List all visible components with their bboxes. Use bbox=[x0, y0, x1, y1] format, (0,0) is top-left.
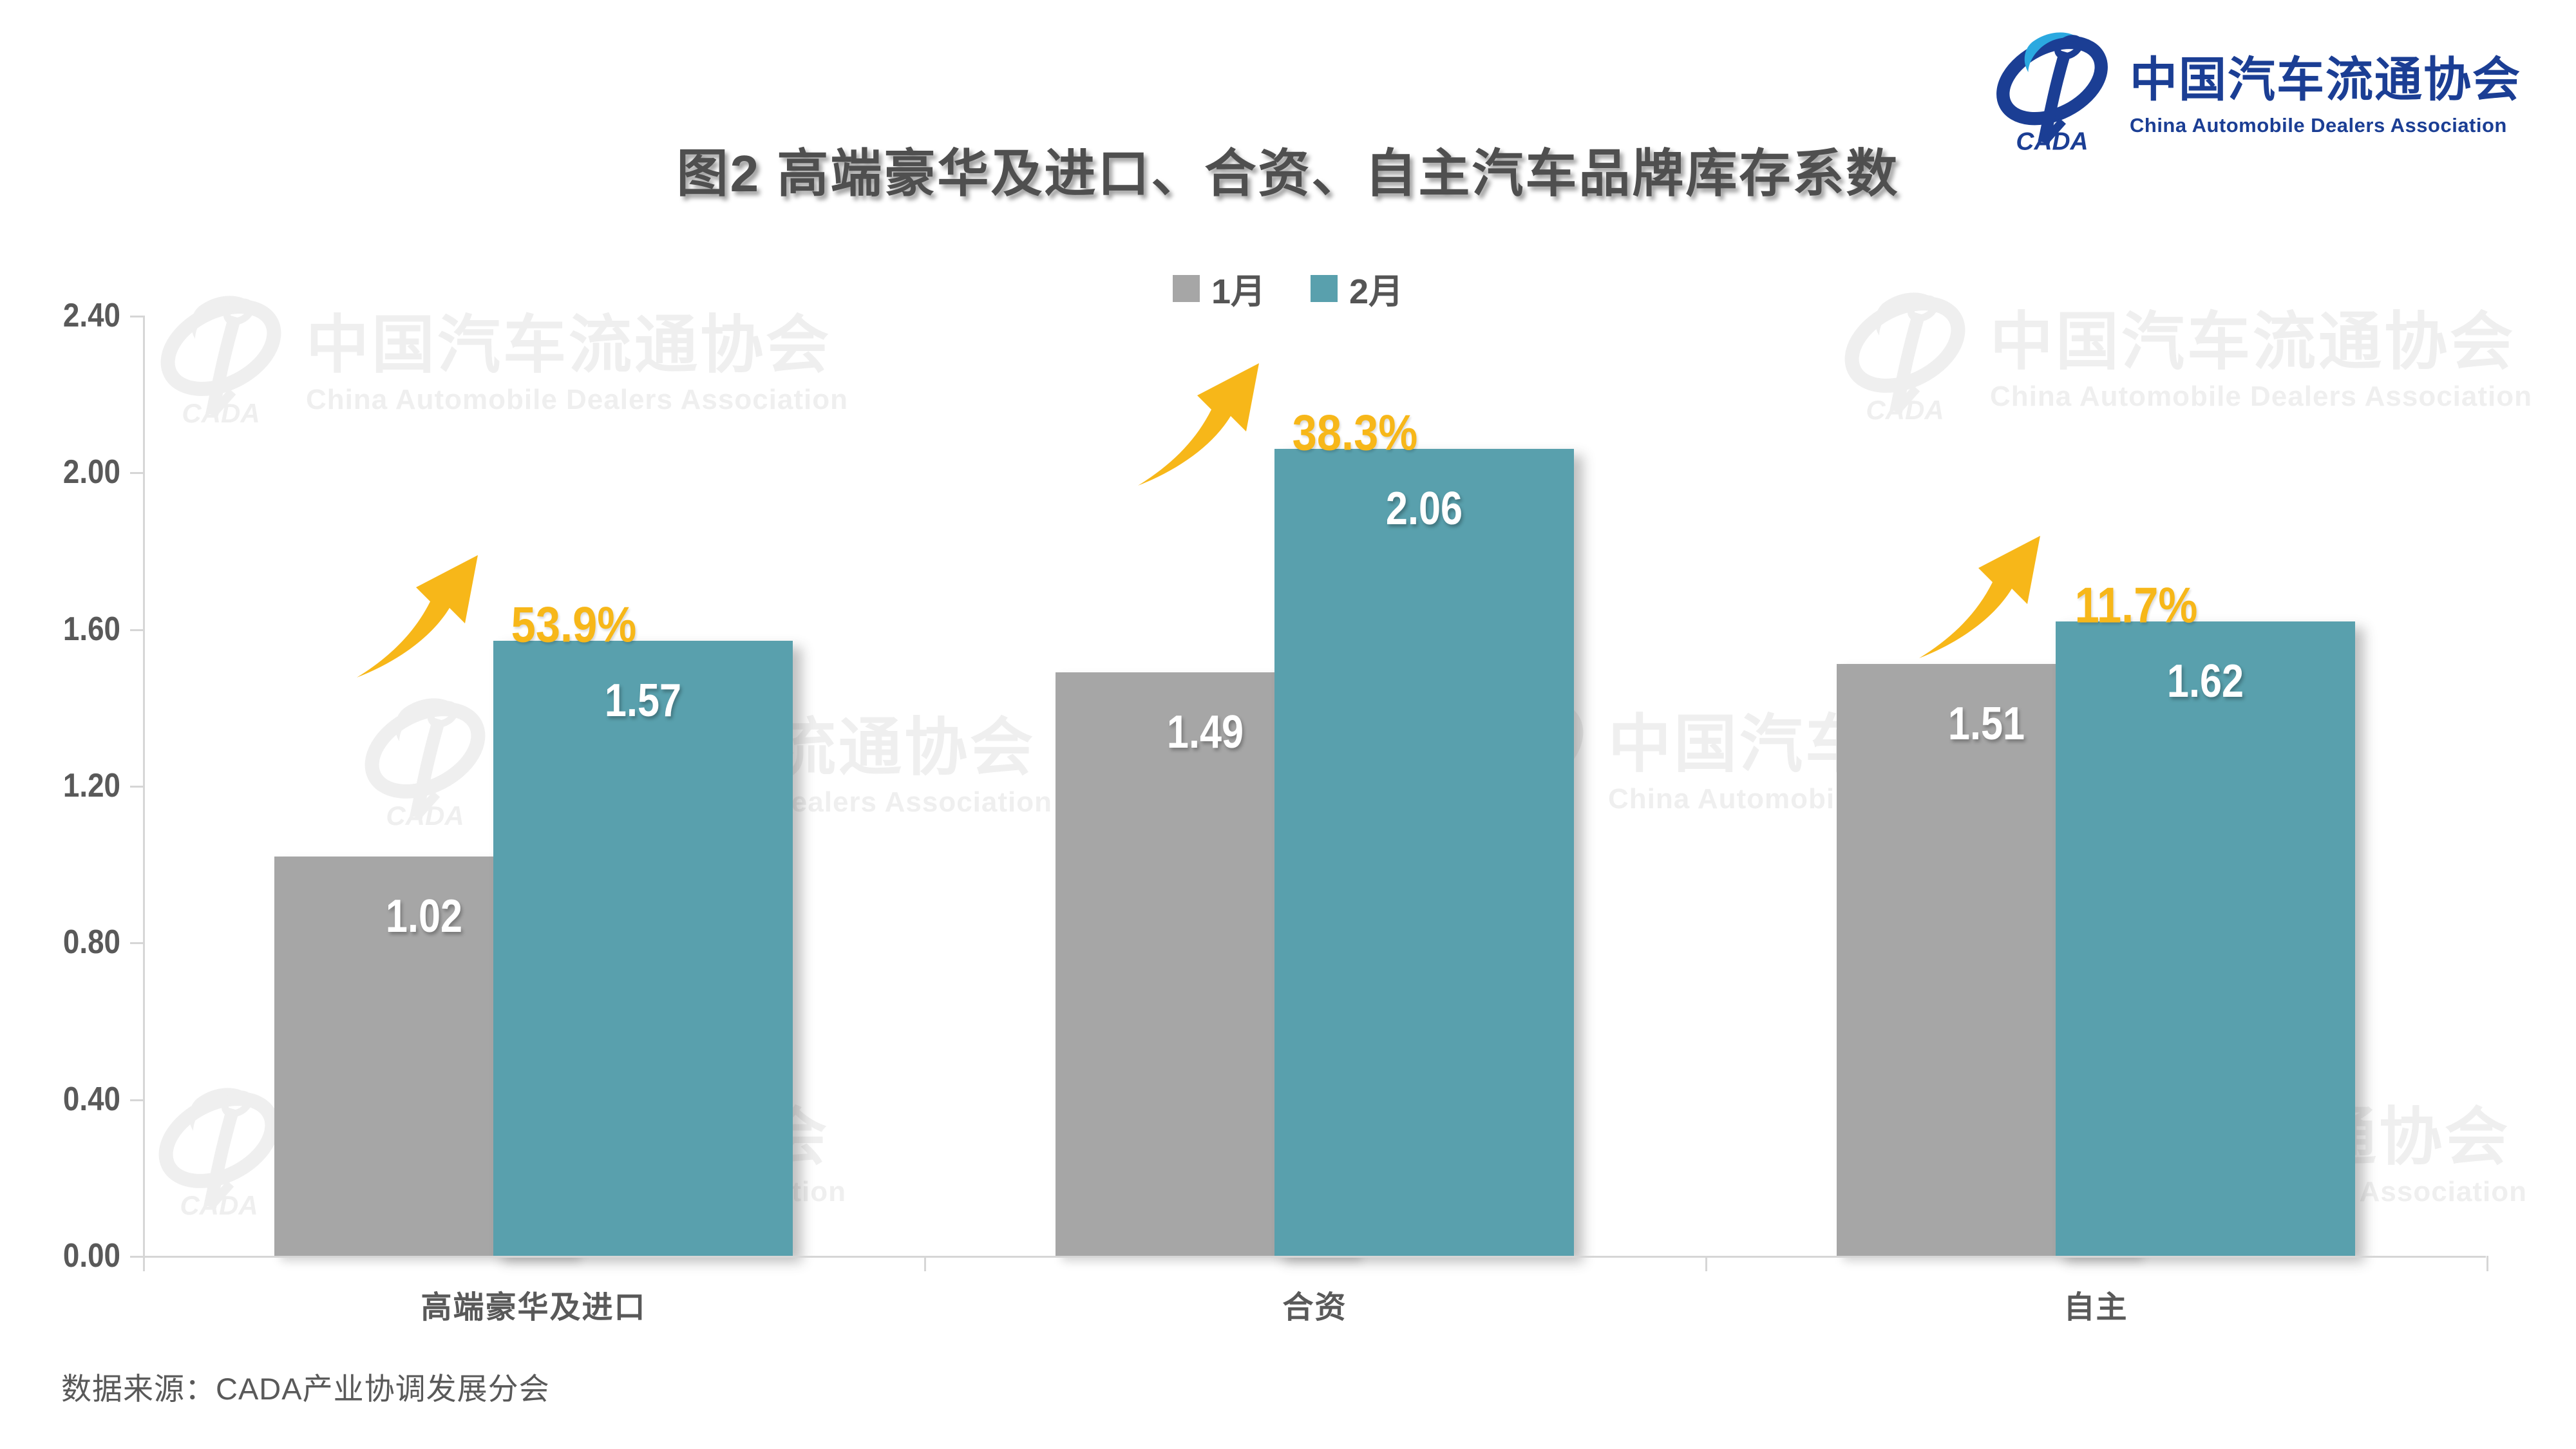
cada-logo-name-cn: 中国汽车流通协会 bbox=[2130, 53, 2521, 107]
chart-title: 图2 高端豪华及进口、合资、自主汽车品牌库存系数 bbox=[676, 145, 1900, 202]
y-axis-tick bbox=[130, 786, 143, 788]
y-axis-tick-label: 0.80 bbox=[62, 923, 120, 961]
category-label-高端豪华及进口: 高端豪华及进口 bbox=[421, 1291, 647, 1325]
svg-text:CADA: CADA bbox=[386, 800, 464, 828]
y-axis-tick bbox=[130, 1099, 143, 1101]
y-axis-tick-label: 0.00 bbox=[62, 1237, 120, 1274]
legend-item-2月[interactable]: 2月 bbox=[1311, 263, 1403, 314]
chart-legend: 1月 2月 bbox=[0, 263, 2576, 314]
x-axis-line bbox=[130, 1256, 2486, 1258]
growth-percent-label: 53.9% bbox=[511, 596, 637, 653]
y-axis-tick-label: 1.60 bbox=[62, 610, 120, 648]
svg-text:CADA: CADA bbox=[2016, 128, 2088, 153]
cada-logo-mark-icon: CADA bbox=[1996, 32, 2108, 155]
bar-value-label: 1.51 bbox=[1947, 698, 2025, 750]
bar-2月-自主[interactable] bbox=[2056, 621, 2355, 1256]
y-axis-tick-label: 0.40 bbox=[62, 1080, 120, 1118]
y-axis-tick bbox=[130, 472, 143, 475]
bar-value-label: 1.02 bbox=[385, 891, 463, 942]
legend-label: 2月 bbox=[1349, 272, 1404, 311]
watermark-name-cn: 中国汽车流通协会 bbox=[1990, 308, 2516, 377]
watermark: CADA 中国汽车流通协会 China Automobile Dealers A… bbox=[1841, 285, 2533, 425]
watermark-name-en: China Automobile Dealers Association bbox=[1990, 381, 2533, 412]
growth-arrow-icon bbox=[352, 547, 503, 686]
category-label-自主: 自主 bbox=[2063, 1291, 2128, 1325]
y-axis-tick-label: 2.00 bbox=[62, 453, 120, 491]
watermark-logo-icon: CADA bbox=[160, 296, 281, 428]
x-axis-tick bbox=[1705, 1256, 1707, 1271]
bar-value-label: 1.49 bbox=[1166, 706, 1244, 758]
svg-text:CADA: CADA bbox=[180, 1190, 258, 1217]
watermark-logo-icon: CADA bbox=[158, 1088, 279, 1220]
watermark-name-en: China Automobile Dealers Association bbox=[306, 384, 849, 415]
legend-item-1月[interactable]: 1月 bbox=[1172, 263, 1265, 314]
cada-logo-name-en: China Automobile Dealers Association bbox=[2130, 113, 2507, 137]
watermark: CADA 中国汽车流通协会 China Automobile Dealers A… bbox=[156, 289, 849, 428]
legend-swatch-icon bbox=[1311, 274, 1338, 302]
legend-label: 1月 bbox=[1211, 272, 1265, 311]
bar-2月-高端豪华及进口[interactable] bbox=[493, 641, 793, 1256]
x-axis-tick bbox=[2486, 1256, 2488, 1271]
watermark-name-cn: 中国汽车流通协会 bbox=[306, 311, 832, 381]
watermark-logo-icon: CADA bbox=[365, 698, 486, 831]
growth-arrow-icon bbox=[1914, 528, 2065, 667]
y-axis-tick-label: 2.40 bbox=[62, 297, 120, 334]
source-note: 数据来源：CADA产业协调发展分会 bbox=[61, 1372, 550, 1406]
cada-logo: CADA 中国汽车流通协会 China Automobile Dealers A… bbox=[1993, 24, 2521, 155]
y-axis-tick bbox=[130, 629, 143, 631]
svg-text:CADA: CADA bbox=[1866, 395, 1944, 422]
bar-2月-合资[interactable] bbox=[1274, 449, 1574, 1256]
category-label-合资: 合资 bbox=[1282, 1291, 1347, 1325]
growth-arrow-icon bbox=[1133, 355, 1284, 494]
bar-value-label: 1.62 bbox=[2166, 656, 2244, 707]
y-axis-tick-label: 1.20 bbox=[62, 767, 120, 804]
growth-percent-label: 11.7% bbox=[2074, 576, 2198, 634]
bar-value-label: 1.57 bbox=[604, 675, 682, 726]
y-axis-tick bbox=[130, 942, 143, 945]
x-axis-tick bbox=[924, 1256, 926, 1271]
watermark-logo-icon: CADA bbox=[1844, 292, 1965, 425]
y-axis-tick bbox=[130, 316, 143, 317]
growth-percent-label: 38.3% bbox=[1292, 404, 1418, 461]
legend-swatch-icon bbox=[1172, 274, 1200, 302]
bar-value-label: 2.06 bbox=[1385, 483, 1463, 535]
y-axis-line bbox=[143, 316, 145, 1258]
svg-text:CADA: CADA bbox=[182, 398, 260, 425]
cada-logo-icon: CADA bbox=[1993, 24, 2112, 155]
cada-logo-text: 中国汽车流通协会 China Automobile Dealers Associ… bbox=[2130, 41, 2521, 137]
x-axis-tick bbox=[143, 1256, 145, 1271]
